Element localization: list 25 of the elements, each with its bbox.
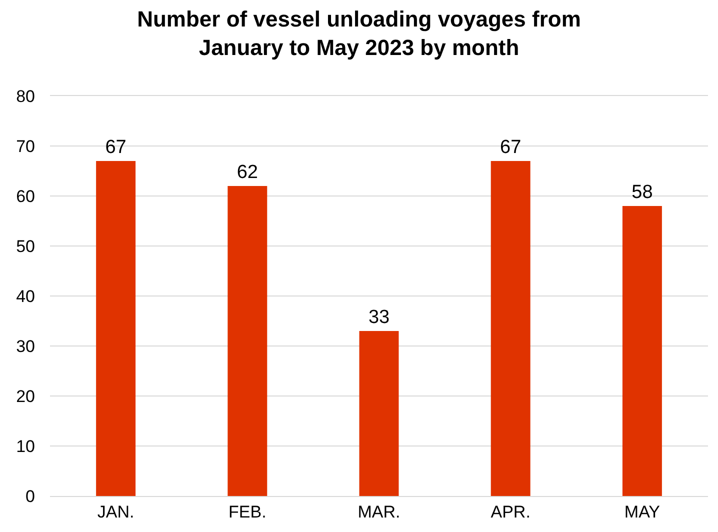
data-label: 62 (236, 162, 258, 183)
y-tick-label: 60 (16, 186, 35, 206)
y-tick-label: 10 (16, 436, 35, 456)
data-label: 58 (632, 182, 653, 203)
y-tick-label: 80 (16, 86, 35, 106)
data-label: 67 (105, 137, 126, 158)
x-tick-label: FEB. (228, 502, 266, 522)
x-tick-label: MAY (624, 502, 660, 522)
bar (359, 331, 399, 496)
y-tick-label: 30 (16, 336, 35, 356)
x-tick-label: APR. (490, 502, 530, 522)
y-tick-label: 40 (16, 286, 35, 306)
y-tick-label: 70 (16, 136, 35, 156)
bar (490, 161, 530, 496)
data-label: 67 (500, 137, 522, 158)
y-tick-label: 20 (16, 386, 35, 406)
bar (96, 161, 136, 496)
bar (228, 186, 268, 496)
chart-title: Number of vessel unloading voyages from January to May 2023 by month (137, 6, 581, 60)
y-tick-label: 0 (26, 486, 35, 506)
bar (622, 206, 662, 496)
data-label: 33 (368, 307, 390, 328)
y-tick-label: 50 (16, 236, 35, 256)
x-tick-label: JAN. (97, 502, 134, 522)
x-tick-label: MAR. (358, 502, 400, 522)
